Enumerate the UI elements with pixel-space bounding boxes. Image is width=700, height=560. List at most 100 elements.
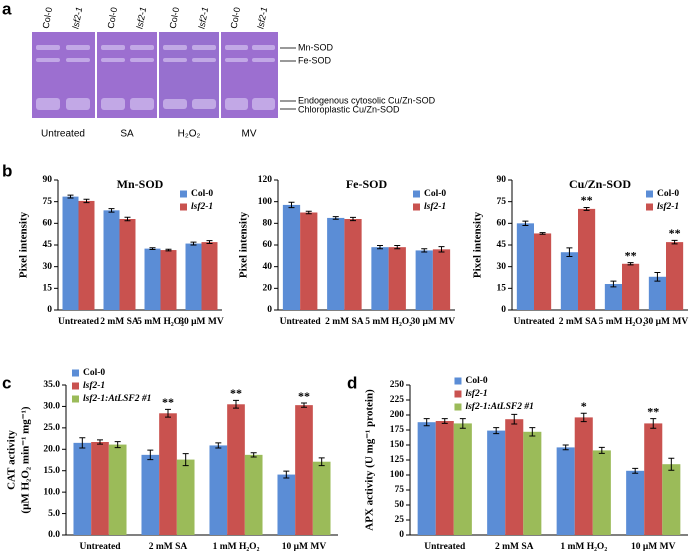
- error-bar: [566, 247, 573, 258]
- error-bar: [67, 194, 74, 199]
- band-label: Chloroplastic Cu/Zn-SOD: [298, 104, 400, 114]
- band-label: Mn-SOD: [298, 42, 334, 52]
- panel-label: b: [2, 161, 12, 180]
- bar: [626, 470, 645, 535]
- chart-title: Cu/Zn-SOD: [569, 177, 631, 191]
- y-tick-label: 0: [47, 305, 52, 315]
- bar: [574, 417, 593, 535]
- y-tick-label: 0: [399, 530, 404, 540]
- error-bar: [632, 467, 639, 474]
- legend-swatch: [72, 395, 79, 403]
- band-label: Endogenous cytosolic Cu/Zn-SOD: [298, 95, 436, 105]
- error-bar: [350, 216, 357, 222]
- y-tick-label: 25.0: [43, 423, 60, 433]
- error-bar: [283, 470, 290, 479]
- y-tick-label: 90: [497, 175, 507, 185]
- error-bar: [190, 241, 197, 246]
- x-tick-label: 10 μM MV: [282, 542, 327, 552]
- y-axis-label: (μM H₂O₂ min⁻¹ mg⁻¹): [20, 406, 32, 513]
- lane-label: Col-0: [41, 6, 55, 29]
- y-tick-label: 75: [43, 197, 53, 207]
- y-tick-label: 0.0: [48, 530, 60, 540]
- bar: [604, 284, 622, 310]
- error-bar: [149, 247, 156, 250]
- legend-swatch: [454, 377, 462, 385]
- y-tick-label: 20: [263, 284, 273, 294]
- y-axis-label: CAT activity: [6, 430, 18, 490]
- treatment-label: H₂O₂: [178, 129, 201, 140]
- bar: [176, 459, 195, 535]
- legend-label: lsf2-1: [424, 202, 446, 212]
- y-tick-label: 20.0: [43, 444, 60, 454]
- treatment-label: Untreated: [41, 129, 85, 140]
- bar: [327, 217, 345, 310]
- bar: [516, 223, 534, 310]
- x-tick-label: 2 mM SA: [495, 542, 534, 552]
- bar: [201, 242, 218, 310]
- panel-label: a: [2, 0, 12, 18]
- x-tick-label: 30 μM MV: [179, 317, 224, 327]
- legend-swatch: [72, 369, 79, 377]
- bar: [103, 210, 120, 310]
- error-bar: [108, 208, 115, 213]
- bar: [160, 250, 177, 310]
- y-tick-label: 75: [395, 485, 405, 495]
- error-bar: [182, 453, 189, 467]
- bar: [300, 212, 318, 310]
- legend-label: Col-0: [83, 368, 105, 378]
- x-tick-label: 1 mM H₂O₂: [213, 542, 260, 552]
- legend-swatch: [413, 190, 420, 198]
- legend-label: lsf2-1: [465, 389, 487, 399]
- y-tick-label: 125: [390, 455, 405, 465]
- bar: [244, 454, 263, 535]
- bar: [666, 242, 684, 310]
- bar: [578, 208, 596, 310]
- significance: **: [647, 404, 659, 418]
- error-bar: [459, 418, 466, 429]
- legend-swatch: [413, 203, 420, 211]
- y-tick-label: 10.0: [43, 487, 60, 497]
- x-tick-label: 2 mM SA: [559, 317, 598, 327]
- error-bar: [654, 271, 661, 282]
- y-axis-label: Pixel intensity: [238, 211, 250, 278]
- bar: [622, 263, 640, 310]
- error-bar: [124, 216, 131, 222]
- error-bar: [671, 239, 678, 245]
- bar: [91, 442, 109, 535]
- significance: *: [581, 399, 587, 413]
- error-bar: [627, 262, 634, 266]
- error-bar: [441, 418, 448, 424]
- bar: [227, 404, 245, 535]
- y-tick-label: 45: [497, 240, 507, 250]
- error-bar: [97, 439, 103, 445]
- bar: [432, 249, 451, 310]
- bar: [141, 454, 160, 535]
- chart: 0 15 30 45 60 75 90 Cu/Zn-SOD Pixel intensity Unt…: [472, 175, 689, 327]
- legend-swatch: [454, 390, 462, 398]
- error-bar: [165, 408, 171, 418]
- significance: **: [298, 389, 310, 403]
- x-tick-label: 30 μM MV: [411, 317, 456, 327]
- bar: [487, 430, 506, 535]
- y-axis-label: Pixel intensity: [18, 211, 30, 278]
- x-tick-label: Untreated: [280, 317, 322, 327]
- bar: [277, 474, 296, 535]
- treatment-label: SA: [120, 129, 134, 140]
- y-tick-label: 35.0: [43, 380, 60, 390]
- y-tick-label: 30: [43, 262, 53, 272]
- bar: [435, 421, 454, 535]
- error-bar: [288, 201, 295, 209]
- error-bar: [165, 248, 172, 252]
- y-tick-label: 50: [395, 500, 405, 510]
- bar: [312, 461, 331, 535]
- legend-label: Col-0: [424, 189, 446, 199]
- x-tick-label: 1 mM H₂O₂: [560, 542, 607, 552]
- legend-label: Col-0: [191, 189, 213, 199]
- chart: 0 20 40 60 80 100 120 Fe-SOD Pixel intensity Untr…: [238, 175, 456, 327]
- bar: [108, 444, 127, 535]
- error-bar: [522, 220, 529, 226]
- y-tick-label: 60: [43, 219, 53, 229]
- panel-label: c: [2, 373, 11, 392]
- x-tick-label: Untreated: [80, 542, 122, 552]
- bar: [662, 464, 681, 535]
